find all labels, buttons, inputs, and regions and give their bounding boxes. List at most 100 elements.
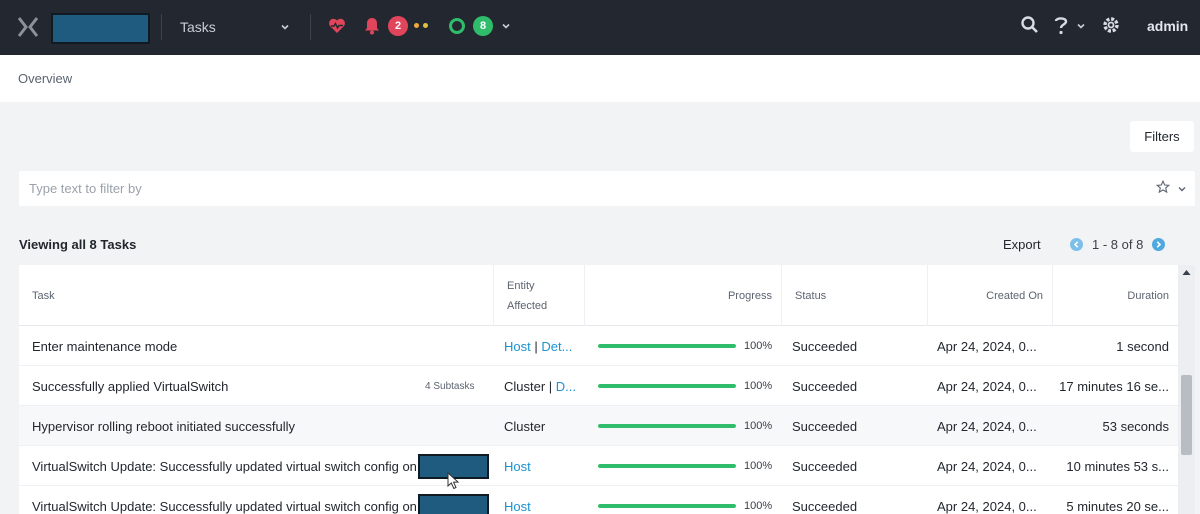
table-row[interactable]: Successfully applied VirtualSwitch 4 Subt…	[19, 366, 1178, 406]
tasks-table: Task Entity Affected Progress Status Crea…	[19, 265, 1178, 514]
entity-separator: |	[545, 378, 556, 394]
nav-menu-dropdown[interactable]: Tasks	[170, 12, 295, 42]
task-cell: VirtualSwitch Update: Successfully updat…	[32, 486, 502, 514]
entity-type: Cluster	[504, 418, 546, 434]
status-cell: Succeeded	[792, 458, 858, 474]
task-count-badge[interactable]: 8	[473, 16, 493, 36]
task-cell: Enter maintenance mode	[32, 326, 502, 366]
gear-icon[interactable]	[1101, 15, 1121, 35]
chevron-down-icon	[281, 24, 289, 30]
star-icon[interactable]	[1156, 180, 1170, 194]
cluster-name-redacted[interactable]	[51, 13, 150, 44]
duration-cell: 17 minutes 16 se...	[1059, 378, 1169, 394]
top-nav: Tasks 2 8 admin	[0, 0, 1200, 55]
scroll-up-icon[interactable]	[1182, 269, 1191, 276]
status-cell: Succeeded	[792, 338, 858, 354]
task-cell: VirtualSwitch Update: Successfully updat…	[32, 446, 502, 486]
nav-menu-label: Tasks	[180, 19, 216, 35]
duration-cell: 1 second	[1116, 338, 1169, 354]
progress-percent: 100%	[744, 340, 773, 352]
x-logo-icon[interactable]	[16, 16, 40, 38]
chevron-down-icon[interactable]	[500, 20, 512, 32]
column-header-task[interactable]: Task	[19, 265, 494, 326]
table-row[interactable]: VirtualSwitch Update: Successfully updat…	[19, 446, 1178, 486]
search-icon[interactable]	[1020, 15, 1040, 35]
progress-bar-fill	[598, 424, 736, 428]
entity-cell: Host	[504, 446, 589, 486]
entity-type: Cluster	[504, 378, 546, 394]
column-header-progress[interactable]: Progress	[585, 265, 782, 326]
progress-cell: 100%	[598, 486, 794, 514]
progress-percent: 100%	[744, 380, 773, 392]
chevron-down-icon[interactable]	[1177, 184, 1187, 194]
task-name[interactable]: VirtualSwitch Update: Successfully updat…	[32, 458, 417, 474]
entity-cell: Cluster	[504, 406, 589, 446]
subtasks-badge[interactable]: 4 Subtasks	[425, 380, 475, 392]
table-row[interactable]: Hypervisor rolling reboot initiated succ…	[19, 406, 1178, 446]
table-row[interactable]: VirtualSwitch Update: Successfully updat…	[19, 486, 1178, 514]
filter-input[interactable]	[19, 171, 1139, 206]
progress-cell: 100%	[598, 406, 794, 446]
task-cell: Successfully applied VirtualSwitch	[32, 366, 502, 406]
filter-bar	[19, 171, 1195, 206]
progress-percent: 100%	[744, 460, 773, 472]
entity-link[interactable]: D...	[555, 378, 577, 394]
status-ring-icon[interactable]	[449, 18, 465, 34]
chevron-down-icon[interactable]	[1075, 20, 1087, 32]
alert-severity-dots	[414, 23, 428, 28]
entity-type[interactable]: Host	[504, 458, 531, 474]
chevron-right-icon[interactable]	[1152, 238, 1165, 251]
chevron-left-icon[interactable]	[1070, 238, 1083, 251]
heart-pulse-icon[interactable]	[327, 16, 347, 36]
created-on-cell: Apr 24, 2024, 0...	[937, 418, 1037, 434]
status-cell: Succeeded	[792, 498, 858, 514]
progress-cell: 100%	[598, 446, 794, 486]
entity-cell: Host | Det...	[504, 326, 589, 366]
filters-button[interactable]: Filters	[1130, 121, 1194, 152]
task-name[interactable]: Successfully applied VirtualSwitch	[32, 378, 229, 394]
table-scrollbar[interactable]	[1178, 265, 1195, 514]
created-on-cell: Apr 24, 2024, 0...	[937, 338, 1037, 354]
task-name[interactable]: VirtualSwitch Update: Successfully updat…	[32, 498, 417, 514]
duration-cell: 53 seconds	[1102, 418, 1170, 434]
column-header-duration[interactable]: Duration	[1127, 289, 1169, 302]
progress-percent: 100%	[744, 420, 773, 432]
viewing-count: Viewing all 8 Tasks	[19, 237, 137, 252]
progress-bar-fill	[598, 504, 736, 508]
status-cell: Succeeded	[792, 378, 858, 394]
created-on-cell: Apr 24, 2024, 0...	[937, 458, 1037, 474]
entity-cell: Host	[504, 486, 589, 514]
task-name[interactable]: Enter maintenance mode	[32, 338, 178, 354]
column-header-entity[interactable]: Entity Affected	[494, 265, 585, 326]
progress-percent: 100%	[744, 500, 773, 512]
entity-separator: |	[530, 338, 542, 354]
bell-icon[interactable]	[362, 16, 382, 36]
progress-cell: 100%	[598, 366, 794, 406]
help-icon[interactable]	[1053, 15, 1069, 37]
status-cell: Succeeded	[792, 418, 858, 434]
task-name[interactable]: Hypervisor rolling reboot initiated succ…	[32, 418, 296, 434]
progress-bar	[598, 504, 736, 508]
created-on-cell: Apr 24, 2024, 0...	[937, 378, 1037, 394]
column-header-created-on[interactable]: Created On	[928, 265, 1053, 326]
page-title: Overview	[18, 71, 73, 86]
export-button[interactable]: Export	[1003, 237, 1041, 252]
entity-type[interactable]: Host	[504, 338, 531, 354]
entity-cell: Cluster | D...	[504, 366, 589, 406]
entity-link[interactable]: Det...	[541, 338, 573, 354]
entity-type[interactable]: Host	[504, 498, 531, 514]
progress-bar	[598, 384, 736, 388]
mouse-cursor-icon	[447, 472, 460, 490]
progress-bar-fill	[598, 344, 736, 348]
table-row[interactable]: Enter maintenance mode Host | Det... 100% S…	[19, 326, 1178, 366]
column-header-status[interactable]: Status	[782, 265, 928, 326]
table-header: Task Entity Affected Progress Status Crea…	[19, 265, 1178, 326]
nav-divider	[310, 14, 311, 40]
progress-cell: 100%	[598, 326, 794, 366]
duration-cell: 5 minutes 20 se...	[1066, 498, 1169, 514]
scrollbar-thumb[interactable]	[1181, 375, 1192, 455]
progress-bar	[598, 344, 736, 348]
user-menu[interactable]: admin	[1147, 18, 1189, 34]
duration-cell: 10 minutes 53 s...	[1066, 458, 1169, 474]
alert-count-badge[interactable]: 2	[388, 16, 408, 36]
